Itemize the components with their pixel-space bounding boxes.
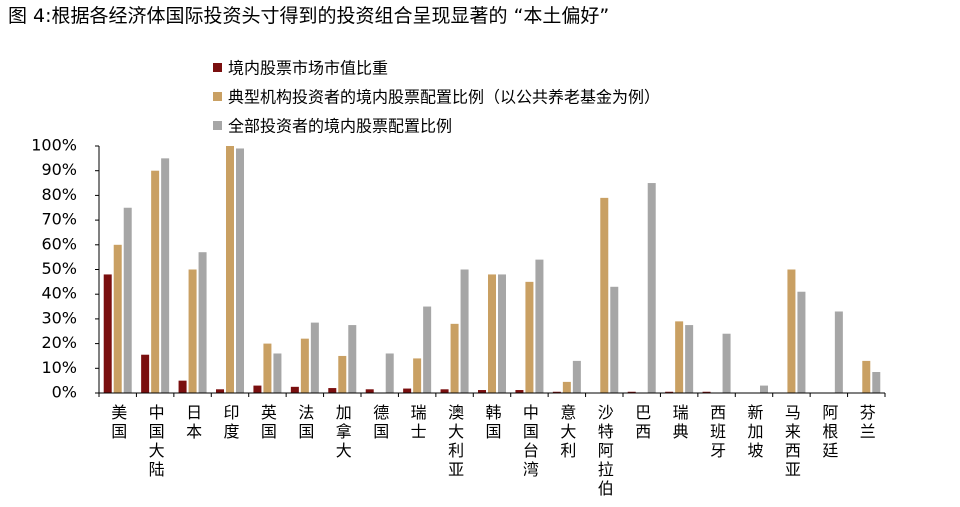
y-tick-label: 10% xyxy=(41,358,77,377)
bar xyxy=(253,385,262,393)
x-tick-label: 美国 xyxy=(108,404,127,442)
x-tick-label: 中国大陆 xyxy=(146,404,165,480)
bar xyxy=(515,390,524,393)
bar xyxy=(525,281,534,393)
chart-title: 图 4:根据各经济体国际投资头寸得到的投资组合呈现显著的 “本土偏好” xyxy=(8,5,609,27)
x-tick-label: 意大利 xyxy=(557,403,576,461)
y-tick-label: 70% xyxy=(41,210,77,229)
bar xyxy=(123,207,132,393)
legend-label: 境内股票市场市值比重 xyxy=(228,59,388,78)
x-tick-label: 印度 xyxy=(221,404,240,442)
x-tick-label: 韩国 xyxy=(483,404,502,442)
bar xyxy=(610,286,619,393)
bar xyxy=(141,354,150,393)
bar xyxy=(562,381,571,393)
bar xyxy=(310,322,319,393)
bar xyxy=(647,183,656,393)
legend-swatch xyxy=(213,121,222,130)
y-tick-label: 20% xyxy=(41,333,77,352)
x-tick-label: 德国 xyxy=(370,404,389,442)
y-tick-label: 100% xyxy=(31,136,77,155)
bar xyxy=(675,321,684,393)
y-tick-label: 60% xyxy=(41,234,77,253)
bar xyxy=(665,391,674,393)
x-tick-label: 日本 xyxy=(183,404,202,442)
bar xyxy=(403,388,412,393)
x-tick-label: 阿根廷 xyxy=(819,404,838,461)
bar xyxy=(552,391,561,393)
legend-label: 全部投资者的境内股票配置比例 xyxy=(228,117,452,136)
legend-label: 典型机构投资者的境内股票配置比例（以公共养老基金为例） xyxy=(228,88,660,107)
bar xyxy=(787,269,796,393)
x-tick-label: 巴西 xyxy=(632,404,651,442)
y-tick-label: 30% xyxy=(41,308,77,327)
x-tick-label: 澳大利亚 xyxy=(445,404,464,480)
x-tick-label: 瑞典 xyxy=(670,404,689,442)
x-tick-label: 新加坡 xyxy=(745,404,764,461)
bar xyxy=(440,389,449,393)
bar xyxy=(226,146,234,393)
bar xyxy=(450,323,459,393)
bar xyxy=(460,269,469,393)
bar xyxy=(423,306,432,393)
bar xyxy=(161,158,170,393)
bar xyxy=(760,385,768,393)
bar xyxy=(328,388,337,393)
bar xyxy=(498,274,506,393)
bar xyxy=(151,170,160,393)
x-tick-label: 马来西亚 xyxy=(782,404,801,480)
bar xyxy=(348,325,357,393)
bar xyxy=(572,360,581,393)
y-tick-label: 90% xyxy=(41,160,77,179)
bar xyxy=(872,372,881,393)
bar xyxy=(263,343,272,393)
y-tick-label: 40% xyxy=(41,284,77,303)
x-tick-label: 加拿大 xyxy=(333,404,352,461)
bar xyxy=(600,197,609,393)
bar xyxy=(290,386,299,393)
bar xyxy=(338,355,347,393)
y-tick-label: 0% xyxy=(52,383,77,402)
bar xyxy=(103,274,112,393)
x-tick-label: 芬兰 xyxy=(857,404,876,442)
bar xyxy=(478,390,486,393)
x-tick-label: 沙特阿拉伯 xyxy=(595,404,614,499)
bar xyxy=(300,338,309,393)
bar xyxy=(113,244,122,393)
x-tick-label: 法国 xyxy=(295,404,314,442)
bar xyxy=(702,391,711,393)
bar xyxy=(188,269,197,393)
x-tick-label: 瑞士 xyxy=(408,404,427,442)
bar xyxy=(722,333,731,393)
legend-swatch xyxy=(213,63,222,72)
bar xyxy=(236,148,244,393)
bar xyxy=(216,389,224,393)
bar xyxy=(273,353,282,393)
bar xyxy=(834,311,843,393)
legend-swatch xyxy=(213,92,222,101)
bar xyxy=(862,360,871,393)
bar xyxy=(385,353,394,393)
x-tick-label: 中国台湾 xyxy=(520,404,539,480)
bar xyxy=(365,389,374,393)
bar xyxy=(685,325,694,393)
x-tick-label: 西班牙 xyxy=(707,404,726,461)
bar xyxy=(488,274,496,393)
bar xyxy=(797,291,806,393)
bar xyxy=(413,358,422,393)
y-tick-label: 80% xyxy=(41,185,77,204)
bar xyxy=(198,252,207,393)
x-tick-label: 英国 xyxy=(258,404,277,442)
bar xyxy=(178,380,187,393)
bar xyxy=(627,391,636,393)
bar xyxy=(535,259,544,393)
y-tick-label: 50% xyxy=(41,259,77,278)
